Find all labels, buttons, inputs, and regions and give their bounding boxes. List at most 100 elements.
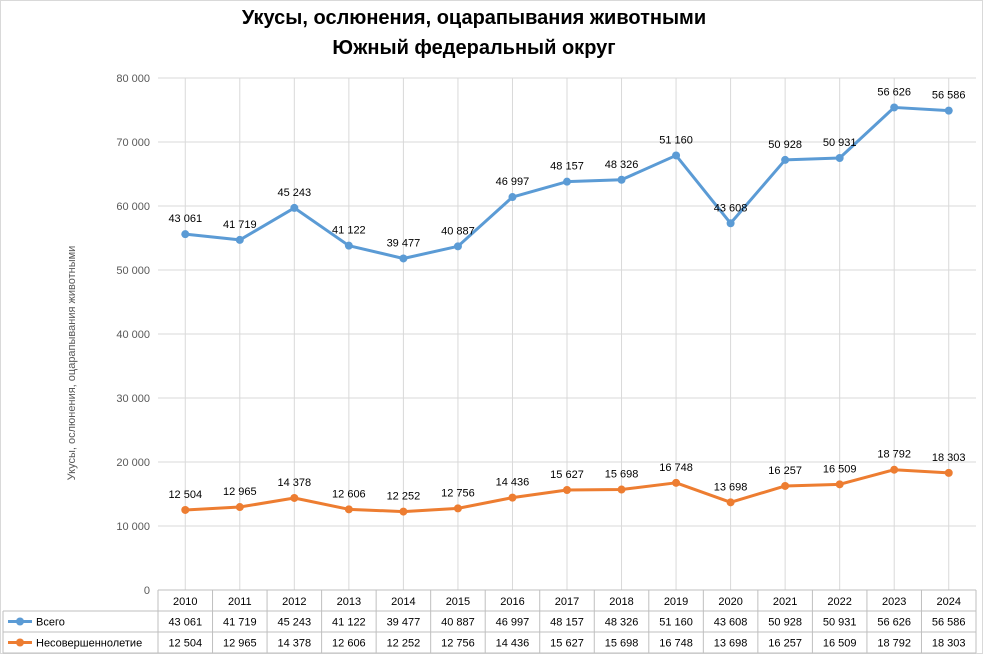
data-point bbox=[344, 505, 353, 514]
data-label: 43 061 bbox=[168, 213, 202, 225]
data-label: 45 243 bbox=[278, 187, 312, 199]
table-cell: 12 504 bbox=[168, 638, 202, 650]
x-tick-label: 2011 bbox=[228, 596, 252, 608]
series-lines bbox=[181, 103, 953, 516]
data-point bbox=[181, 230, 190, 239]
data-label: 51 160 bbox=[659, 134, 693, 146]
table-cell: 48 326 bbox=[605, 617, 639, 629]
x-tick-label: 2013 bbox=[337, 596, 361, 608]
data-label: 12 756 bbox=[441, 487, 475, 499]
data-point bbox=[399, 254, 408, 263]
legend-marker bbox=[16, 638, 24, 647]
data-point bbox=[944, 468, 953, 477]
data-point bbox=[781, 481, 790, 490]
table-cell: 40 887 bbox=[441, 617, 475, 629]
data-point bbox=[617, 175, 626, 184]
data-label: 56 626 bbox=[877, 86, 911, 98]
data-point bbox=[508, 493, 517, 502]
table-cell: 50 931 bbox=[823, 617, 857, 629]
x-tick-label: 2022 bbox=[827, 596, 851, 608]
data-labels: 43 061 41 719 45 243 41 122 39 477 40 887 46 9… bbox=[168, 86, 965, 502]
data-point bbox=[890, 103, 899, 112]
table-cell: 45 243 bbox=[278, 617, 312, 629]
data-label: 14 378 bbox=[278, 477, 312, 489]
table-cell: 16 509 bbox=[823, 638, 857, 650]
table-cell: 39 477 bbox=[387, 617, 421, 629]
table-cell: 43 608 bbox=[714, 617, 748, 629]
data-label: 48 157 bbox=[550, 161, 584, 173]
y-axis: 0 10 000 20 000 30 000 40 000 50 000 60 000 70 … bbox=[116, 73, 150, 597]
data-point bbox=[399, 507, 408, 516]
y-tick-label: 10 000 bbox=[116, 521, 150, 533]
data-label: 46 997 bbox=[496, 176, 530, 188]
data-point bbox=[181, 505, 190, 514]
data-point bbox=[672, 478, 681, 487]
x-tick-label: 2016 bbox=[500, 596, 524, 608]
table-cell: 12 965 bbox=[223, 638, 257, 650]
data-label: 12 252 bbox=[387, 491, 421, 503]
data-point bbox=[835, 480, 844, 489]
y-tick-label: 40 000 bbox=[116, 329, 150, 341]
data-label: 15 698 bbox=[605, 469, 639, 481]
table-cell: 12 606 bbox=[332, 638, 366, 650]
data-label: 18 303 bbox=[932, 452, 966, 464]
data-label: 41 719 bbox=[223, 219, 257, 231]
data-point bbox=[453, 504, 462, 513]
data-point bbox=[235, 503, 244, 512]
table-cell: 18 303 bbox=[932, 638, 966, 650]
table-cell: 16 748 bbox=[659, 638, 693, 650]
data-point bbox=[563, 177, 571, 186]
gridlines bbox=[158, 77, 976, 590]
data-point bbox=[617, 485, 626, 494]
legend-label: Всего bbox=[36, 617, 65, 629]
chart-title: Укусы, ослюнения, оцарапывания животными bbox=[241, 7, 707, 29]
data-point bbox=[672, 151, 681, 160]
table-cell: 48 157 bbox=[550, 617, 584, 629]
data-point bbox=[344, 241, 353, 250]
table-cell: 43 061 bbox=[168, 617, 202, 629]
chart-subtitle: Южный федеральный округ bbox=[332, 37, 616, 59]
data-point bbox=[290, 493, 299, 502]
data-point bbox=[726, 219, 735, 228]
data-point bbox=[563, 485, 571, 494]
x-tick-label: 2020 bbox=[718, 596, 742, 608]
table-cell: 46 997 bbox=[496, 617, 530, 629]
data-point bbox=[726, 498, 735, 507]
x-tick-label: 2015 bbox=[446, 596, 470, 608]
x-tick-label: 2021 bbox=[773, 596, 797, 608]
data-label: 14 436 bbox=[496, 477, 530, 489]
table-cell: 12 756 bbox=[441, 638, 475, 650]
x-tick-label: 2018 bbox=[609, 596, 633, 608]
x-tick-label: 2017 bbox=[555, 596, 579, 608]
data-point bbox=[944, 106, 953, 115]
data-label: 12 606 bbox=[332, 488, 366, 500]
y-tick-label: 70 000 bbox=[116, 137, 150, 149]
legend-marker bbox=[16, 617, 24, 626]
table-cell: 12 252 bbox=[387, 638, 421, 650]
table-cell: 16 257 bbox=[768, 638, 802, 650]
x-tick-label: 2014 bbox=[391, 596, 415, 608]
y-tick-label: 20 000 bbox=[116, 457, 150, 469]
data-label: 13 698 bbox=[714, 481, 748, 493]
y-tick-label: 50 000 bbox=[116, 265, 150, 277]
table-cell: 50 928 bbox=[768, 617, 802, 629]
table-cell: 51 160 bbox=[659, 617, 693, 629]
data-point bbox=[290, 203, 299, 212]
x-tick-label: 2023 bbox=[882, 596, 906, 608]
data-point bbox=[781, 155, 790, 164]
x-tick-label: 2012 bbox=[282, 596, 306, 608]
data-label: 16 257 bbox=[768, 465, 802, 477]
data-point bbox=[890, 465, 899, 474]
data-label: 18 792 bbox=[877, 449, 911, 461]
data-label: 12 504 bbox=[168, 489, 202, 501]
table-cell: 56 626 bbox=[877, 617, 911, 629]
table-cell: 18 792 bbox=[877, 638, 911, 650]
legend-label: Несовершеннолетие bbox=[36, 638, 142, 650]
y-tick-label: 60 000 bbox=[116, 201, 150, 213]
table-cell: 15 627 bbox=[550, 638, 584, 650]
data-label: 40 887 bbox=[441, 225, 475, 237]
table-cell: 56 586 bbox=[932, 617, 966, 629]
data-table: 2010 2011 2012 2013 2014 2015 2016 2017 2018 2019… bbox=[2, 589, 977, 654]
table-cell: 14 436 bbox=[496, 638, 530, 650]
table-cell: 41 719 bbox=[223, 617, 257, 629]
